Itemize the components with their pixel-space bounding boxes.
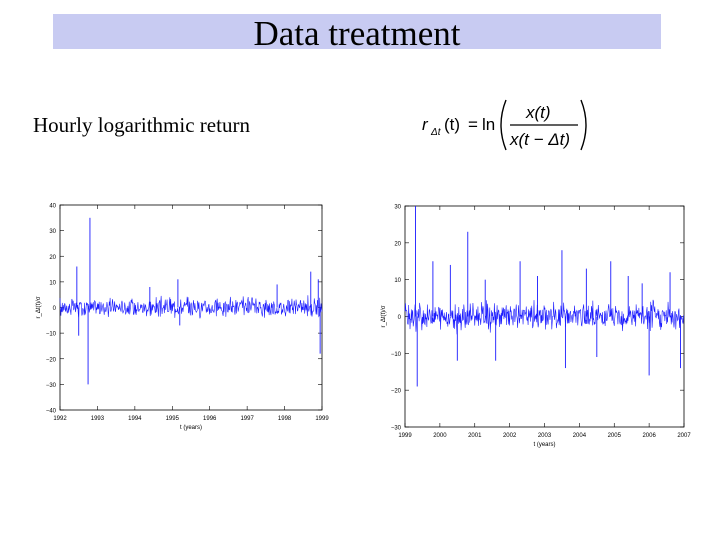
x-tick-label: 2001 (468, 433, 482, 439)
x-axis-label: t (years) (533, 442, 555, 448)
x-tick-label: 2005 (608, 433, 622, 439)
x-tick-label: 1994 (128, 416, 142, 422)
x-tick-label: 1999 (398, 433, 412, 439)
formula-equals: = (468, 115, 478, 134)
formula-lhs-subscript: Δt (430, 127, 442, 138)
x-tick-label: 2007 (677, 433, 691, 439)
title-bar: Data treatment (53, 14, 661, 53)
formula-numerator: x(t) (525, 103, 551, 122)
y-tick-label: 10 (394, 278, 401, 284)
return-series-line (404, 299, 685, 335)
y-tick-label: 0 (53, 306, 57, 312)
formula-right-paren (580, 99, 587, 151)
y-tick-label: 30 (49, 229, 56, 235)
x-tick-label: 1995 (166, 416, 180, 422)
log-return-formula: r Δt (t) = ln x(t) x(t − Δt) (422, 99, 587, 151)
y-tick-label: 20 (49, 255, 56, 261)
y-tick-label: −30 (391, 426, 402, 432)
formula-lhs-symbol: r (422, 115, 429, 134)
y-tick-label: −40 (46, 409, 57, 415)
slide-subtitle: Hourly logarithmic return (33, 113, 250, 137)
x-tick-label: 1998 (278, 416, 292, 422)
x-tick-label: 1992 (53, 416, 67, 422)
plot-frame (404, 205, 685, 428)
y-tick-label: −30 (46, 383, 57, 389)
y-tick-label: −20 (46, 357, 57, 363)
x-tick-label: 2003 (538, 433, 552, 439)
y-tick-label: 30 (394, 205, 401, 211)
x-tick-label: 2000 (433, 433, 447, 439)
y-tick-label: −10 (391, 352, 402, 358)
x-tick-label: 1999 (315, 416, 329, 422)
y-tick-label: 0 (398, 315, 402, 321)
formula-denominator: x(t − Δt) (509, 130, 570, 149)
x-tick-label: 2004 (573, 433, 587, 439)
y-axis-label: r_Δt(t)/σ (381, 305, 387, 327)
formula-lhs-arg: (t) (444, 115, 460, 134)
x-tick-label: 1997 (240, 416, 254, 422)
y-axis-label: r_Δt(t)/σ (36, 296, 42, 318)
x-tick-label: 2006 (642, 433, 656, 439)
formula-ln: ln (482, 115, 495, 134)
x-tick-label: 1996 (203, 416, 217, 422)
x-tick-label: 2002 (503, 433, 517, 439)
y-tick-label: −10 (46, 332, 57, 338)
x-axis-label: t (years) (180, 425, 202, 431)
y-tick-label: 20 (394, 241, 401, 247)
y-tick-label: −20 (391, 389, 402, 395)
x-tick-label: 1993 (91, 416, 105, 422)
return-series-line (59, 295, 323, 319)
formula-left-paren (500, 99, 507, 151)
y-tick-label: 10 (49, 280, 56, 286)
slide-title: Data treatment (253, 14, 461, 53)
y-tick-label: 40 (49, 204, 56, 210)
